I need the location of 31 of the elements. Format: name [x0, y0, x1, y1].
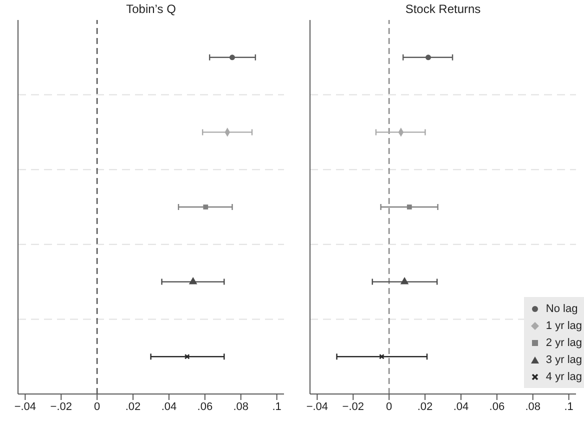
- x-tick-label: .06: [197, 400, 213, 413]
- x-tick-label: .02: [125, 400, 141, 413]
- point: [203, 204, 208, 210]
- point: [406, 204, 412, 210]
- x-tick-label: −.04: [306, 400, 328, 413]
- x-tick-label: .06: [489, 400, 505, 413]
- x-tick-label: 0: [386, 400, 392, 413]
- x-tick-label: .02: [417, 400, 433, 413]
- legend-label: 4 yr lag: [544, 370, 582, 384]
- x-tick-label: −.02: [50, 400, 72, 413]
- point: [229, 54, 235, 60]
- point: [379, 354, 384, 360]
- legend-label: 3 yr lag: [544, 352, 582, 368]
- point: [188, 276, 198, 284]
- legend-label: 1 yr lag: [544, 318, 582, 334]
- x-tick-label: −.04: [14, 400, 36, 413]
- legend-label: 2 yr lag: [544, 336, 582, 350]
- point: [426, 54, 432, 60]
- x-tick-label: .1: [272, 400, 282, 413]
- x-tick-label: .08: [525, 400, 541, 413]
- chart-title: Tobin’s Q: [125, 2, 177, 16]
- x-tick-label: .04: [161, 400, 177, 413]
- point: [400, 276, 409, 284]
- legend-label: No lag: [544, 302, 579, 316]
- x-tick-label: .04: [453, 400, 469, 413]
- x-tick-label: −.02: [342, 400, 364, 413]
- point: [184, 354, 190, 360]
- chart-title: Stock Returns: [404, 2, 482, 16]
- x-tick-label: .08: [233, 400, 249, 413]
- x-tick-label: 0: [94, 400, 100, 413]
- x-tick-label: .1: [564, 400, 574, 413]
